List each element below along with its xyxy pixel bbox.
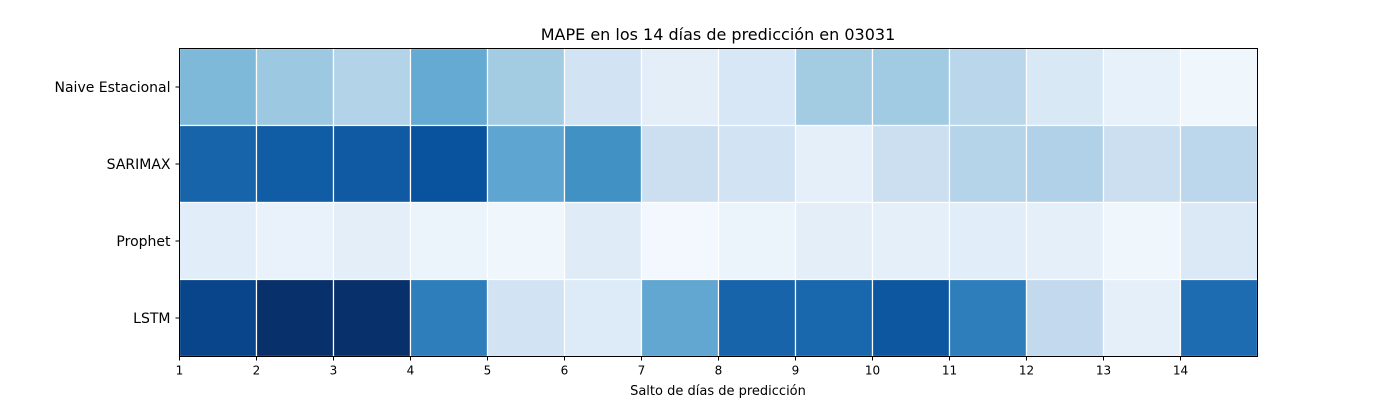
- heatmap-cell: [332, 124, 412, 204]
- heatmap-cell: [255, 124, 335, 204]
- heatmap-cell: [640, 201, 720, 281]
- heatmap-cell: [640, 124, 720, 204]
- heatmap-cell: [1102, 124, 1182, 204]
- heatmap-cell: [717, 124, 797, 204]
- heatmap-cell: [255, 201, 335, 281]
- x-tick-label: 8: [715, 364, 723, 378]
- heatmap-cell: [563, 124, 643, 204]
- heatmap-cell: [486, 124, 566, 204]
- heatmap-cell: [332, 47, 412, 127]
- x-tick-label: 1: [176, 364, 184, 378]
- heatmap-cell: [1025, 278, 1105, 358]
- heatmap-cell: [255, 47, 335, 127]
- heatmap-cell: [1102, 278, 1182, 358]
- heatmap-cell: [1179, 201, 1259, 281]
- heatmap-cell: [1102, 201, 1182, 281]
- x-tick-label: 14: [1173, 364, 1188, 378]
- x-tick-label: 4: [407, 364, 415, 378]
- y-tick-label: SARIMAX: [107, 157, 171, 173]
- heatmap-cell: [871, 124, 951, 204]
- heatmap-cell: [871, 278, 951, 358]
- x-axis-label: Salto de días de predicción: [630, 384, 806, 399]
- heatmap-cell: [1025, 124, 1105, 204]
- x-tick-label: 6: [561, 364, 569, 378]
- heatmap-cell: [1179, 124, 1259, 204]
- heatmap-cell: [640, 47, 720, 127]
- x-tick-label: 12: [1019, 364, 1034, 378]
- heatmap-cell: [409, 47, 489, 127]
- heatmap-cell: [255, 278, 335, 358]
- x-tick-label: 10: [865, 364, 880, 378]
- heatmap-cell: [794, 278, 874, 358]
- y-tick-label: Naive Estacional: [55, 80, 171, 96]
- x-tick-label: 3: [330, 364, 338, 378]
- heatmap-cell: [332, 278, 412, 358]
- heatmap-cell: [948, 201, 1028, 281]
- heatmap-cell: [178, 124, 258, 204]
- heatmap-cell: [486, 278, 566, 358]
- heatmap-cell: [717, 47, 797, 127]
- heatmap-cell: [563, 201, 643, 281]
- heatmap-cell: [1025, 201, 1105, 281]
- heatmap-cell: [409, 124, 489, 204]
- heatmap-cell: [486, 47, 566, 127]
- heatmap-cell: [948, 278, 1028, 358]
- heatmap-cell: [1179, 47, 1259, 127]
- heatmap-cell: [717, 278, 797, 358]
- heatmap-cell: [1025, 47, 1105, 127]
- x-tick-label: 9: [792, 364, 800, 378]
- heatmap-cell: [409, 201, 489, 281]
- x-tick-label: 11: [942, 364, 957, 378]
- x-tick-label: 2: [253, 364, 261, 378]
- heatmap-cells: [178, 47, 1259, 358]
- heatmap-cell: [1179, 278, 1259, 358]
- heatmap-cell: [640, 278, 720, 358]
- heatmap-cell: [948, 124, 1028, 204]
- y-tick-label: Prophet: [116, 234, 171, 250]
- heatmap-cell: [1102, 47, 1182, 127]
- heatmap-cell: [563, 278, 643, 358]
- heatmap-cell: [794, 124, 874, 204]
- heatmap-cell: [871, 47, 951, 127]
- chart-title: MAPE en los 14 días de predicción en 030…: [541, 25, 896, 44]
- heatmap-cell: [794, 47, 874, 127]
- heatmap-cell: [178, 201, 258, 281]
- x-tick-label: 5: [484, 364, 492, 378]
- x-tick-label: 7: [638, 364, 646, 378]
- heatmap-cell: [563, 47, 643, 127]
- heatmap-cell: [332, 201, 412, 281]
- heatmap-cell: [871, 201, 951, 281]
- heatmap-cell: [409, 278, 489, 358]
- x-axis: 1 2 3 4 5 6 7 8 9 10 11 12 13 14: [176, 356, 1188, 378]
- x-tick-label: 13: [1096, 364, 1111, 378]
- heatmap-cell: [794, 201, 874, 281]
- y-axis: Naive Estacional SARIMAX Prophet LSTM: [55, 80, 180, 327]
- y-tick-label: LSTM: [133, 311, 170, 327]
- heatmap-cell: [178, 47, 258, 127]
- heatmap-cell: [717, 201, 797, 281]
- heatmap-cell: [178, 278, 258, 358]
- heatmap-cell: [486, 201, 566, 281]
- heatmap-cell: [948, 47, 1028, 127]
